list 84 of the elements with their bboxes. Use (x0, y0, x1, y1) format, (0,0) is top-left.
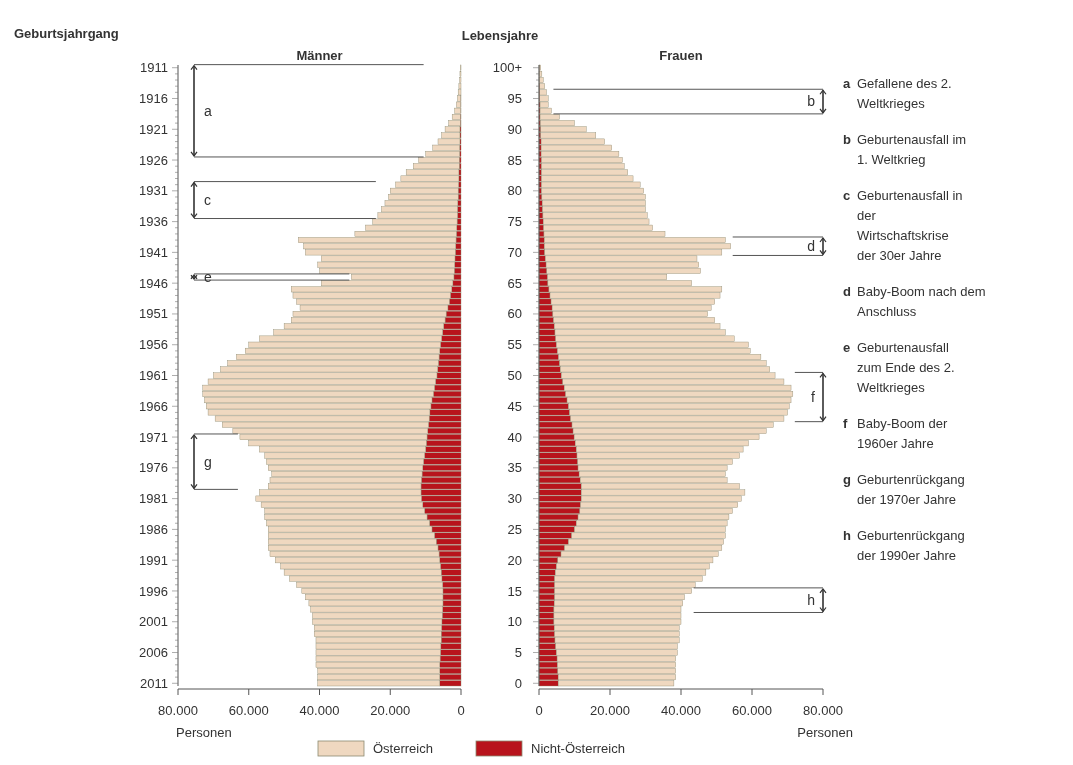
y-tick-label: 1941 (139, 244, 168, 260)
y-tick-label: 90 (507, 121, 522, 137)
y-tick-label: 2011 (140, 675, 168, 691)
y-tick-label: 1931 (139, 183, 168, 199)
annotation: f (811, 388, 816, 405)
y-tick-label: 1921 (139, 121, 168, 137)
annotation: b (807, 93, 816, 110)
y-tick-label: 1991 (139, 552, 168, 568)
text: a Gefallene des 2. Weltkrieges (843, 76, 952, 111)
text: h Geburtenrückgang der 1990er Jahre (843, 528, 965, 563)
annotation: d (807, 238, 815, 255)
y-tick-label: 60 (507, 306, 522, 322)
y-tick-label: 1936 (139, 214, 168, 230)
text: b Geburtenausfall im 1. Weltkrieg (843, 132, 967, 167)
y-tick-label: 1951 (139, 306, 168, 322)
chart-title: Männer (296, 48, 343, 63)
text: f Baby-Boom der 1960er Jahre (843, 416, 948, 451)
y-tick-label: 100+ (492, 60, 522, 76)
y-tick-label: 1971 (139, 429, 168, 445)
annotation: e (204, 268, 212, 285)
x-tick-label: 80.000 (158, 703, 198, 718)
x-tick-label: 60.000 (732, 703, 772, 718)
chart-title: Frauen (659, 48, 703, 63)
y-tick-label: 1986 (139, 521, 168, 537)
y-tick-label: 1956 (139, 337, 168, 353)
y-tick-label: 30 (507, 491, 522, 507)
y-tick-label: 1926 (139, 152, 168, 168)
annotation: a (204, 102, 212, 119)
y-tick-label: 55 (507, 337, 522, 353)
text: d Baby-Boom nach dem Anschluss (843, 284, 986, 319)
y-tick-label: 1911 (140, 60, 168, 76)
y-tick-label: 10 (507, 614, 522, 630)
bracket: f (794, 371, 827, 423)
y-tick-label: 1966 (139, 398, 168, 414)
x-axis-title: Personen (176, 725, 232, 740)
bracket: g (190, 433, 239, 490)
legend-label: Österreich (373, 741, 433, 756)
y-tick-label: 25 (507, 521, 522, 537)
y-tick-label: 85 (507, 152, 522, 168)
y-tick-label: 75 (507, 214, 522, 230)
bracket: h (693, 587, 827, 613)
y-tick-label: 1996 (139, 583, 168, 599)
y-tick-label: 50 (507, 368, 522, 384)
y-tick-label: 35 (507, 460, 522, 476)
y-tick-label: 1981 (139, 491, 168, 507)
y-tick-label: 1976 (139, 460, 168, 476)
legend-label: Nicht-Österreich (531, 741, 625, 756)
y-tick-label: 15 (507, 583, 522, 599)
text: e Geburtenausfall zum Ende des 2. Weltkrieges (843, 340, 955, 395)
x-tick-label: 40.000 (661, 703, 701, 718)
x-tick-label: 0 (535, 703, 543, 718)
x-tick-label: 20.000 (590, 703, 630, 718)
y-tick-label: 70 (507, 244, 522, 260)
y-tick-label: 0 (514, 675, 522, 691)
x-tick-label: 40.000 (299, 703, 340, 718)
text: g Geburtenrückgang der 1970er Jahre (843, 472, 965, 507)
x-tick-label: 60.000 (228, 703, 269, 718)
y-tick-label: 1916 (139, 91, 168, 107)
bracket: c (190, 181, 377, 220)
y-axis-title: Lebensjahre (461, 28, 539, 43)
x-tick-label: 80.000 (803, 703, 843, 718)
y-tick-label: 2006 (139, 645, 168, 661)
y-tick-label: 1946 (139, 275, 168, 291)
annotation: c (204, 191, 211, 208)
y-tick-label: 5 (514, 645, 522, 661)
y-tick-label: 65 (507, 275, 522, 291)
bracket: b (552, 88, 827, 115)
y-axis-title: Geburtsjahrgang (14, 26, 119, 41)
y-tick-label: 45 (507, 398, 522, 414)
y-tick-label: 40 (507, 429, 522, 445)
text: c Geburtenausfall in der Wirtschaftskrise der 30er Jahre (843, 188, 963, 263)
y-tick-label: 20 (507, 552, 522, 568)
y-tick-label: 2001 (139, 614, 168, 630)
y-tick-label: 80 (507, 183, 522, 199)
y-tick-label: 95 (507, 91, 522, 107)
bracket: a (190, 64, 425, 158)
annotation: g (204, 453, 212, 470)
annotation: h (807, 592, 815, 609)
x-axis-title: Personen (797, 725, 853, 740)
x-tick-label: 0 (457, 703, 465, 718)
y-tick-label: 1961 (139, 368, 168, 384)
bracket: d (732, 236, 827, 256)
x-tick-label: 20.000 (370, 703, 411, 718)
bracket: e (190, 268, 350, 285)
